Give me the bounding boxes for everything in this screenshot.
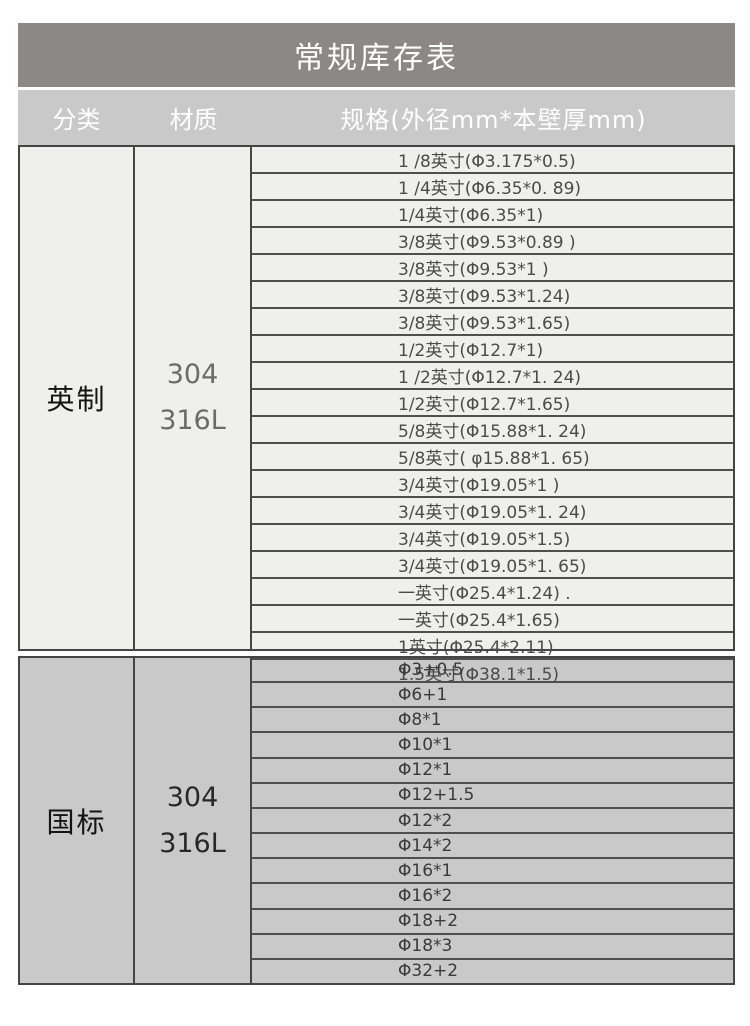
table-header: 分类 材质 规格(外径mm*本壁厚mm): [18, 90, 735, 145]
spec-row: Φ18*3: [252, 932, 733, 958]
material-line: 316L: [159, 405, 226, 436]
spec-row: 1.5英寸(Φ38.1*1.5): [252, 658, 733, 685]
spec-row: 1 /8英寸(Φ3.175*0.5): [398, 152, 576, 172]
spec-row: Φ12*2: [252, 806, 733, 832]
header-spec: 规格(外径mm*本壁厚mm): [340, 106, 647, 134]
spec-row: Φ18+2: [252, 907, 733, 933]
spec-row: 3/4英寸(Φ19.05*1 ): [252, 469, 733, 496]
spec-row: Φ14*2: [252, 832, 733, 857]
spec-row: Φ16*1: [252, 857, 733, 882]
spec-row: Φ8*1: [252, 706, 733, 731]
material-cell: 304 316L: [135, 147, 252, 649]
spec-row: 3/8英寸(Φ9.53*1.65): [252, 307, 733, 334]
spec-row: 1/4英寸(Φ6.35*1): [252, 199, 733, 226]
spec-row: 1 /4英寸(Φ6.35*0. 89): [252, 172, 733, 199]
table-body: 英制 304 316L 1 /8英寸(Φ3.175*0.5) 1 /4英寸(Φ6.35*…: [18, 145, 735, 985]
spec-row: 3/4英寸(Φ19.05*1. 24): [252, 496, 733, 523]
spec-row: 1/2英寸(Φ12.7*1.65): [252, 388, 733, 415]
category-cell: 国标: [20, 658, 135, 983]
spec-row: Φ12*1: [252, 756, 733, 782]
material-cell: 304 316L: [135, 658, 252, 983]
spec-row: Φ3+0.5: [398, 659, 464, 680]
spec-row: 一英寸(Φ25.4*1.65): [252, 604, 733, 631]
spec-row: Φ10*1: [252, 731, 733, 756]
inventory-sheet: 常规库存表 分类 材质 规格(外径mm*本壁厚mm) 英制 304 316L 1 /8…: [18, 23, 735, 985]
spec-row: Φ6+1: [252, 681, 733, 706]
spec-row: 3/4英寸(Φ19.05*1. 65): [252, 550, 733, 577]
spec-row: Φ32+2: [252, 957, 733, 983]
spec-row: 1 /2英寸(Φ12.7*1. 24): [252, 361, 733, 388]
spec-column: Φ3+0.5 Φ6+1 Φ8*1 Φ10*1 Φ12*1 Φ12+1.5 Φ12*2 Φ14*…: [252, 658, 733, 983]
spec-row: Φ16*2: [252, 882, 733, 907]
page-title: 常规库存表: [18, 23, 735, 87]
spec-row: Φ12+1.5: [252, 781, 733, 807]
category-cell: 英制: [20, 147, 135, 649]
material-line: 316L: [159, 827, 226, 859]
spec-column: 1 /8英寸(Φ3.175*0.5) 1 /4英寸(Φ6.35*0. 89) 1/4…: [252, 147, 733, 685]
spec-row: 一英寸(Φ25.4*1.24) .: [252, 577, 733, 604]
spec-row: 1英寸(Φ25.4*2.11): [252, 631, 733, 658]
material-line: 304: [166, 781, 219, 813]
spec-row: 3/4英寸(Φ19.05*1.5): [252, 523, 733, 550]
spec-row: 3/8英寸(Φ9.53*1.24): [252, 280, 733, 307]
spec-row: 5/8英寸( φ15.88*1. 65): [252, 442, 733, 469]
spec-row: 5/8英寸(Φ15.88*1. 24): [252, 415, 733, 442]
spec-row: 3/8英寸(Φ9.53*0.89 ): [252, 226, 733, 253]
spec-row: 1/2英寸(Φ12.7*1): [252, 334, 733, 361]
header-material: 材质: [169, 106, 218, 134]
section-1: 英制 304 316L 1 /8英寸(Φ3.175*0.5) 1 /4英寸(Φ6.35*…: [18, 145, 735, 685]
material-line: 304: [166, 359, 219, 391]
header-category: 分类: [52, 106, 101, 134]
spec-row: 3/8英寸(Φ9.53*1 ): [252, 253, 733, 280]
section-2: 国标 304 316L Φ3+0.5 Φ6+1 Φ8*1 Φ10*1 Φ12*1 Φ12+1.5…: [18, 656, 735, 985]
